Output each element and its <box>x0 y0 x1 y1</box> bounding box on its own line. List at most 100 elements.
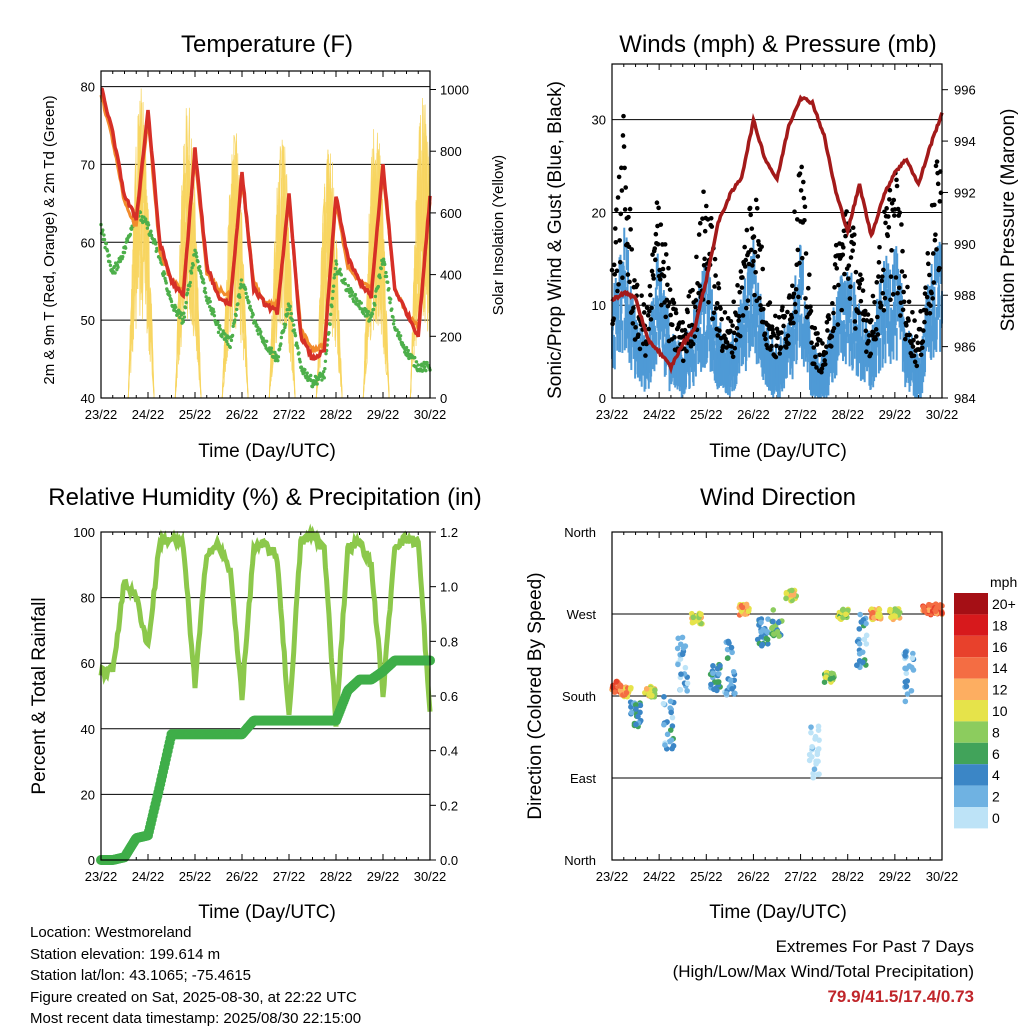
gust-point <box>851 232 857 237</box>
wind-frame <box>611 63 943 399</box>
direction-point <box>690 614 697 621</box>
gust-point <box>911 337 916 343</box>
gust-point <box>693 304 698 310</box>
extremes-title: Extremes For Past 7 Days <box>775 937 974 956</box>
gust-point <box>925 251 931 256</box>
dewpoint-point <box>149 229 153 233</box>
dewpoint-point <box>315 382 319 386</box>
temp-panel: 23/22 24/22 25/22 26/22 27/22 28/22 29/22 30/22… <box>81 70 469 422</box>
gust-point <box>846 263 852 268</box>
gust-point <box>768 347 773 352</box>
dewpoint-point <box>388 300 392 305</box>
direction-point <box>903 683 910 690</box>
x-tick-label: 24/22 <box>132 869 165 884</box>
gust-point <box>863 328 869 334</box>
dewpoint-point <box>211 307 215 311</box>
gust-point <box>728 328 733 334</box>
direction-point <box>684 688 690 694</box>
gust-point <box>631 305 636 311</box>
dewpoint-point <box>189 271 194 275</box>
info-recent: Most recent data timestamp: 2025/08/30 2… <box>30 1010 362 1027</box>
gust-point <box>690 287 695 293</box>
direction-point <box>633 721 639 728</box>
gust-point <box>689 322 695 328</box>
gust-point <box>692 334 698 339</box>
gust-point <box>848 284 853 289</box>
dewpoint-point <box>320 378 324 382</box>
y-tick-label: 40 <box>81 722 95 737</box>
y2-tick-label: 990 <box>954 237 976 252</box>
gust-point <box>629 308 635 314</box>
legend-label: 8 <box>992 724 1000 740</box>
dewpoint-point <box>138 210 143 215</box>
dewpoint-point <box>334 262 339 266</box>
direction-point <box>623 690 630 696</box>
gust-point <box>621 113 626 119</box>
humidity-title: Relative Humidity (%) & Precipitation (i… <box>48 484 481 511</box>
gust-point <box>736 314 742 319</box>
legend-swatch <box>954 700 988 722</box>
direction-point <box>715 671 722 677</box>
dewpoint-point <box>397 330 401 335</box>
direction-point <box>611 689 618 695</box>
direction-point <box>677 656 684 662</box>
gust-point <box>767 300 773 305</box>
gust-point <box>866 338 871 344</box>
gust-point <box>853 269 859 275</box>
x-tick-label: 27/22 <box>273 869 306 884</box>
direction-point <box>727 677 734 684</box>
dewpoint-point <box>231 324 235 329</box>
gust-point <box>734 325 740 331</box>
gust-point <box>829 334 835 339</box>
dewpoint-point <box>326 338 330 342</box>
direction-point <box>652 687 658 693</box>
gust-point <box>618 211 624 217</box>
gust-point <box>732 345 738 351</box>
direction-point <box>723 690 730 697</box>
direction-point <box>816 737 822 743</box>
dewpoint-point <box>188 284 192 288</box>
gust-point <box>709 224 715 229</box>
legend-label: 6 <box>992 746 1000 762</box>
gust-point <box>665 282 670 288</box>
gust-point <box>633 325 638 330</box>
direction-point <box>840 606 846 613</box>
gust-point <box>793 309 798 315</box>
direction-point <box>679 651 686 658</box>
dewpoint-point <box>204 295 208 299</box>
y-tick-label: 80 <box>81 80 95 95</box>
gust-point <box>895 206 901 212</box>
gust-point <box>870 293 876 299</box>
dewpoint-point <box>245 295 249 299</box>
dewpoint-point <box>190 266 194 270</box>
x-tick-label: 24/22 <box>643 407 676 422</box>
direction-point <box>637 709 643 716</box>
gust-point <box>858 298 864 304</box>
gust-point <box>915 340 921 346</box>
gust-point <box>786 341 791 346</box>
dewpoint-point <box>387 286 391 291</box>
gust-point <box>885 233 891 239</box>
gust-point <box>919 345 925 351</box>
gust-point <box>759 244 764 250</box>
direction-title: Wind Direction <box>700 484 856 511</box>
gust-point <box>911 353 917 358</box>
dewpoint-point <box>381 257 386 261</box>
gust-point <box>666 265 671 271</box>
direction-point <box>661 721 667 728</box>
dewpoint-point <box>207 296 211 301</box>
gust-point <box>645 313 651 318</box>
direction-point <box>684 680 691 687</box>
dewpoint-point <box>328 322 332 326</box>
direction-point <box>886 608 893 614</box>
gust-point <box>656 205 661 211</box>
gust-point <box>614 207 619 213</box>
dewpoint-point <box>183 305 188 310</box>
gust-point <box>613 239 619 245</box>
gust-point <box>755 254 761 259</box>
x-tick-label: 29/22 <box>879 407 912 422</box>
gust-point <box>831 310 836 316</box>
gust-point <box>716 285 722 291</box>
x-tick-label: 23/22 <box>596 869 629 884</box>
dewpoint-point <box>208 299 212 304</box>
